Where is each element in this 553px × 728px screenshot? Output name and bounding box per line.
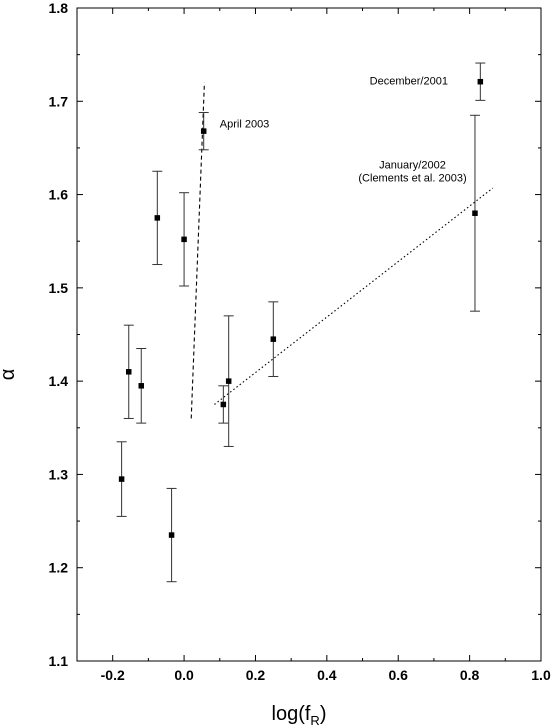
y-tick-label: 1.2 <box>49 560 69 576</box>
x-tick-label: 0.4 <box>317 667 337 683</box>
y-tick-label: 1.5 <box>49 280 69 296</box>
axis-ticks: -0.2 0.0 0.2 0.4 0.6 0.8 1.0 1.1 1.2 1.3 1.4 1.5 1.6… <box>49 0 551 683</box>
data-point <box>477 78 484 85</box>
dashed-fit-line <box>190 82 205 419</box>
x-axis-label: log(fR) <box>272 703 327 728</box>
data-point <box>220 401 227 408</box>
axis-labels: α log(fR) <box>0 369 326 728</box>
x-tick-label: 0.0 <box>174 667 194 683</box>
x-axis-label-close: ) <box>320 703 327 725</box>
x-tick-label: 1.0 <box>531 667 551 683</box>
data-point <box>138 383 144 389</box>
annotation-label: April 2003 <box>220 118 270 130</box>
data-point <box>270 336 277 342</box>
data-point <box>225 378 232 384</box>
x-tick-label: 0.2 <box>246 667 266 683</box>
annotation-label: (Clements et al. 2003) <box>358 173 466 185</box>
data-point <box>168 532 175 538</box>
data-points <box>118 78 484 538</box>
y-tick-label: 1.7 <box>49 93 69 109</box>
annotation-label: January/2002 <box>379 159 446 171</box>
plot-area-border <box>76 7 542 662</box>
plot-frame <box>76 7 542 662</box>
x-tick-label: -0.2 <box>101 667 125 683</box>
error-bars <box>116 62 486 583</box>
data-point <box>126 369 132 375</box>
y-tick-label: 1.8 <box>49 0 69 16</box>
dotted-fit-line <box>214 187 494 405</box>
y-tick-label: 1.6 <box>49 187 69 203</box>
y-axis-label: α <box>0 369 19 381</box>
data-point <box>118 476 125 482</box>
x-axis-label-subscript: R <box>310 713 319 728</box>
data-point <box>472 210 478 216</box>
annotations: December/2001 April 2003 January/2002 (Clem… <box>220 75 467 184</box>
annotation-label: December/2001 <box>370 75 448 87</box>
x-tick-label: 0.8 <box>460 667 480 683</box>
y-tick-label: 1.1 <box>49 653 69 669</box>
x-axis-label-main: log(f <box>272 703 311 725</box>
x-tick-label: 0.6 <box>388 667 408 683</box>
fit-lines <box>190 82 494 419</box>
y-tick-label: 1.3 <box>49 466 69 482</box>
data-point <box>154 215 161 221</box>
data-point <box>181 236 187 243</box>
data-point <box>200 128 207 134</box>
y-tick-label: 1.4 <box>49 373 69 389</box>
